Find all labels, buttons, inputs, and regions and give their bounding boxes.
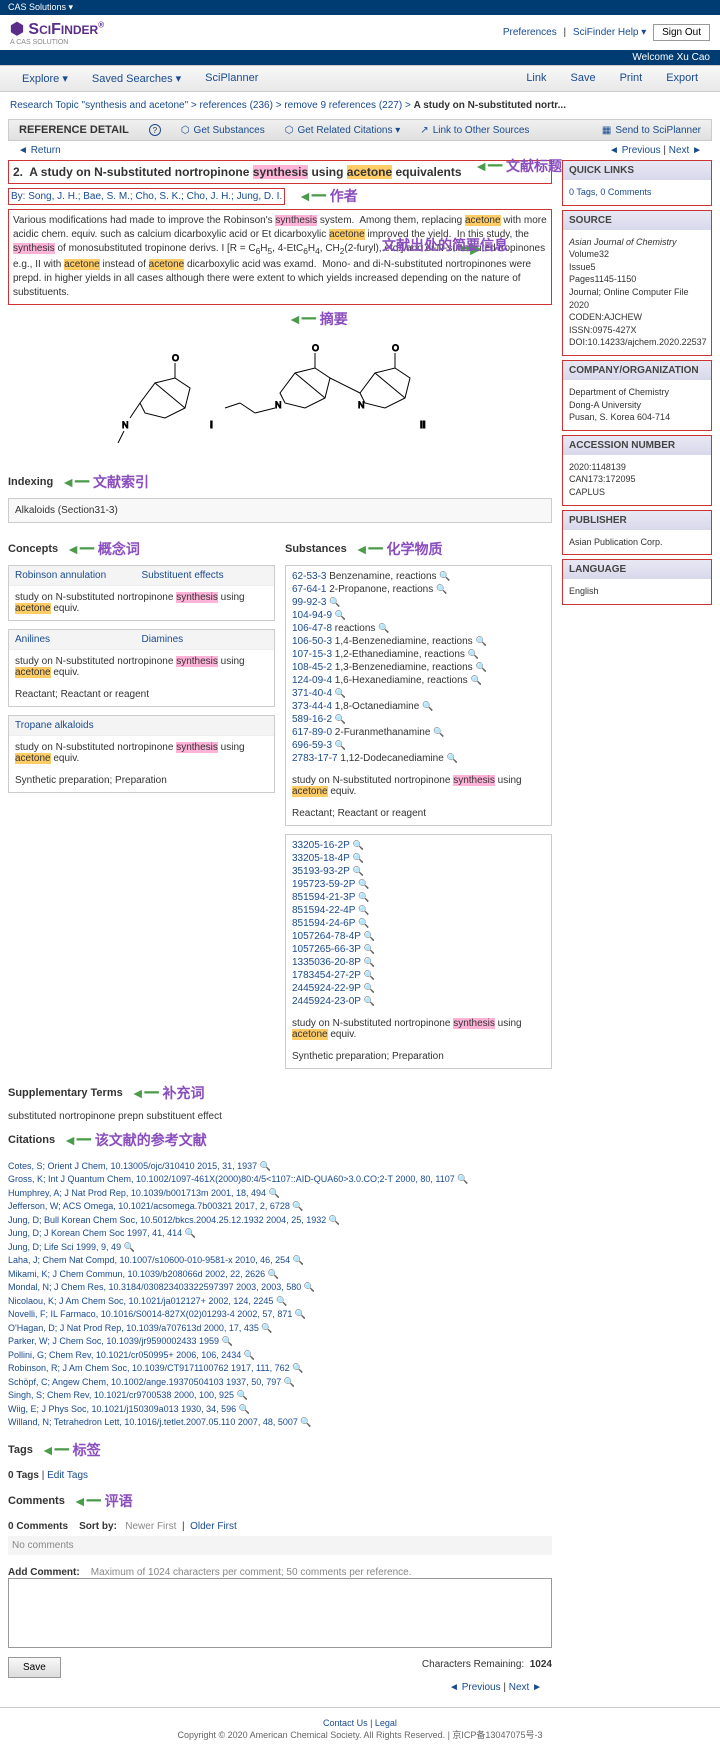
nav-save[interactable]: Save	[559, 66, 608, 91]
doc-title: 2. A study on N-substituted nortropinone…	[13, 165, 547, 179]
nav-explore[interactable]: Explore ▾	[10, 66, 80, 91]
svg-text:II: II	[420, 420, 426, 431]
svg-text:N: N	[122, 420, 129, 430]
authors: By: Song, J. H.; Bae, S. M.; Cho, S. K.;…	[8, 188, 285, 205]
pref-link[interactable]: Preferences	[503, 27, 557, 38]
main-nav: Explore ▾Saved Searches ▾SciPlanner Link…	[0, 65, 720, 92]
header-right: Preferences | SciFinder Help ▾ Sign Out	[499, 24, 710, 41]
signout-button[interactable]: Sign Out	[653, 24, 710, 41]
indexing-box: Alkaloids (Section31-3)	[8, 498, 552, 523]
next-link2[interactable]: Next ►	[509, 1682, 542, 1693]
title-box: 2. A study on N-substituted nortropinone…	[8, 160, 552, 184]
footer: Contact Us | LegalCopyright © 2020 Ameri…	[0, 1707, 720, 1751]
nav-link[interactable]: Link	[514, 66, 558, 91]
link-other[interactable]: ↗ Link to Other Sources	[420, 125, 529, 136]
prev-link[interactable]: ◄ Previous	[609, 145, 661, 156]
comment-input[interactable]	[8, 1578, 552, 1648]
next-link[interactable]: Next ►	[669, 145, 702, 156]
nav-sciplanner[interactable]: SciPlanner	[193, 66, 270, 91]
welcome-bar: Welcome Xu Cao	[0, 50, 720, 65]
get-citations[interactable]: ⬡ Get Related Citations ▾	[285, 125, 401, 136]
citations-list: Cotes, S; Orient J Chem, 10.13005/ojc/31…	[8, 1156, 552, 1434]
prev-link2[interactable]: ◄ Previous	[449, 1682, 501, 1693]
nav-saved[interactable]: Saved Searches ▾	[80, 66, 193, 91]
get-substances[interactable]: ⬡ Get Substances	[181, 125, 265, 136]
save-button[interactable]: Save	[8, 1657, 61, 1678]
svg-text:O: O	[392, 343, 399, 353]
substances-panel: 62-53-3 Benzenamine, reactions 🔍67-64-1 …	[285, 565, 552, 826]
nav-print[interactable]: Print	[608, 66, 655, 91]
header: ⬢ SCIFINDER®A CAS SOLUTION Preferences |…	[0, 15, 720, 50]
nav-export[interactable]: Export	[654, 66, 710, 91]
edit-tags[interactable]: Edit Tags	[47, 1470, 88, 1481]
svg-text:O: O	[172, 353, 179, 363]
logo: ⬢ SCIFINDER®A CAS SOLUTION	[10, 19, 104, 46]
svg-text:N: N	[358, 400, 365, 410]
svg-text:N: N	[275, 400, 282, 410]
svg-text:I: I	[210, 420, 213, 431]
ref-detail-bar: REFERENCE DETAIL? ⬡ Get Substances ⬡ Get…	[8, 119, 712, 141]
structures: O NR I O N O N II	[8, 313, 552, 466]
top-strip: CAS Solutions ▾	[0, 0, 720, 15]
svg-text:O: O	[312, 343, 319, 353]
send-sciplanner[interactable]: ▦ Send to SciPlanner	[602, 125, 701, 136]
help-icon[interactable]: ?	[149, 124, 161, 136]
breadcrumb: Research Topic "synthesis and acetone" >…	[0, 92, 720, 119]
help-link[interactable]: SciFinder Help ▾	[573, 27, 646, 38]
return-link[interactable]: Return	[8, 141, 71, 160]
